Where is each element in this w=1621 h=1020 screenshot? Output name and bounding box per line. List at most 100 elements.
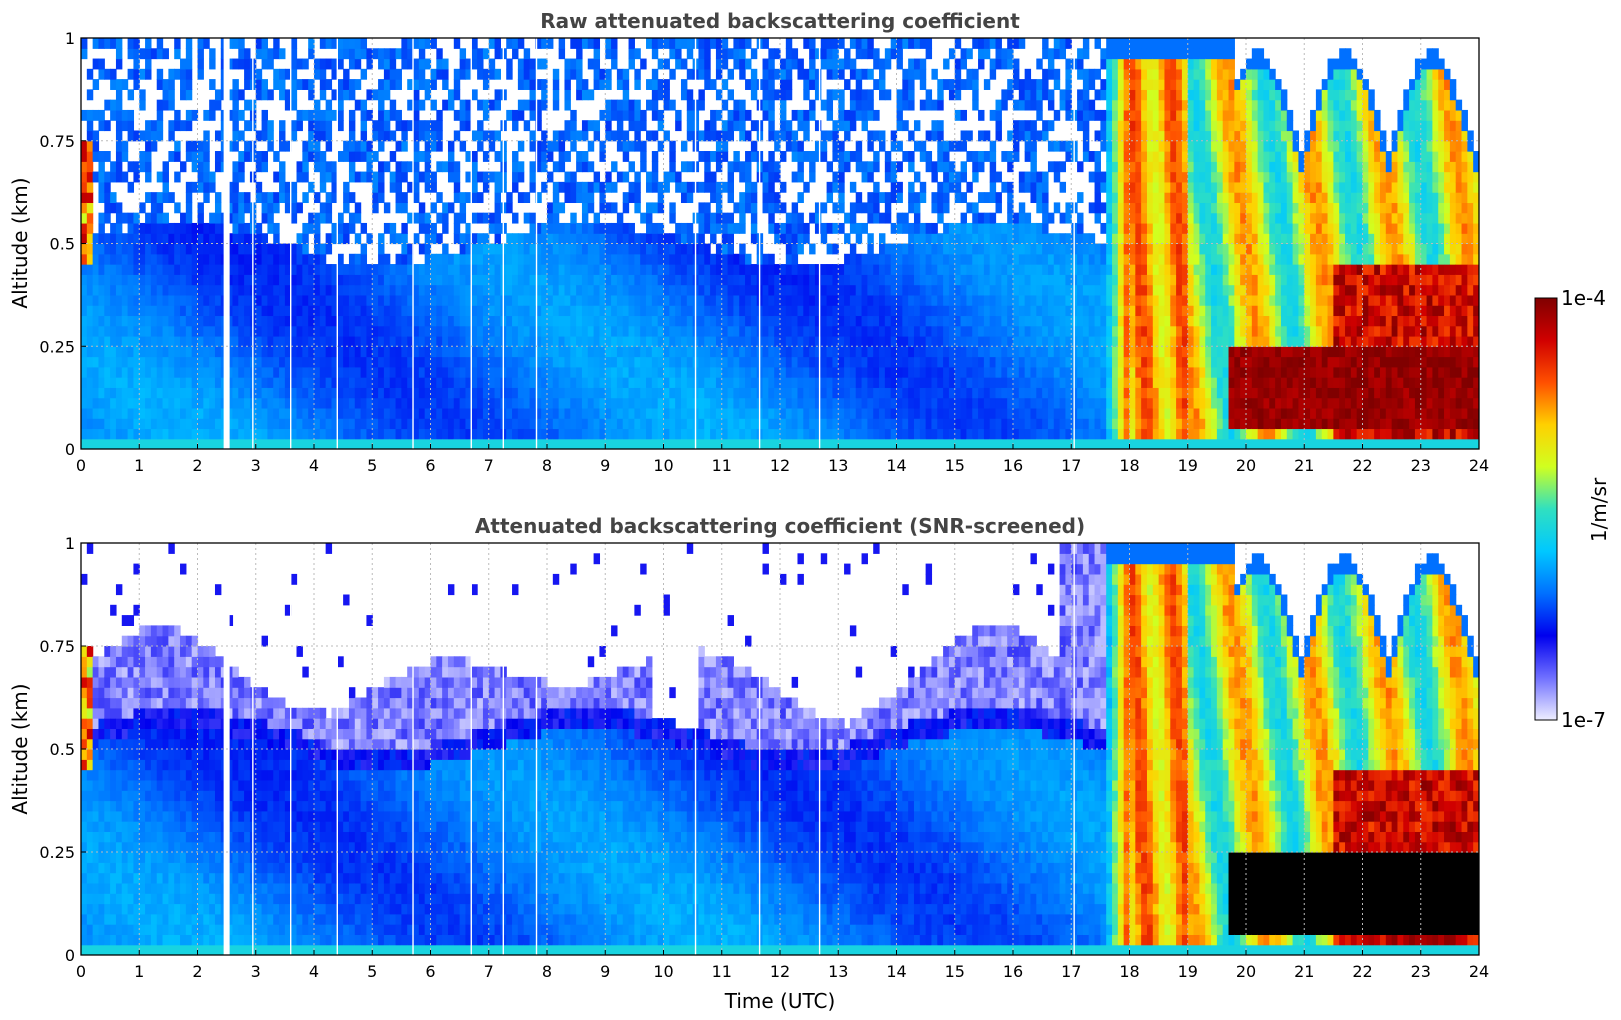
heatmap-cell: [413, 377, 420, 388]
heatmap-cell: [902, 397, 909, 409]
heatmap-cell: [366, 89, 373, 101]
heatmap-cell: [605, 68, 612, 80]
heatmap-cell: [739, 68, 746, 80]
heatmap-cell: [395, 305, 402, 317]
heatmap-cell: [98, 264, 105, 275]
heatmap-cell: [436, 428, 443, 440]
heatmap-cell: [453, 212, 461, 224]
heatmap-cell: [576, 192, 583, 204]
heatmap-cell: [541, 366, 548, 378]
heatmap-cell: [908, 325, 915, 337]
heatmap-cell: [814, 212, 822, 224]
heatmap-cell: [785, 387, 793, 399]
heatmap-cell: [978, 38, 985, 49]
heatmap-cell: [1007, 397, 1014, 409]
heatmap-cell: [413, 294, 420, 306]
heatmap-cell: [943, 315, 950, 327]
heatmap-cell: [343, 284, 350, 296]
heatmap-cell: [436, 253, 443, 265]
heatmap-cell: [401, 305, 408, 317]
heatmap-cell: [255, 243, 263, 255]
heatmap-cell: [809, 418, 816, 430]
heatmap-cell: [197, 222, 204, 234]
heatmap-cell: [884, 89, 892, 101]
heatmap-cell: [552, 130, 560, 142]
heatmap-cell: [797, 387, 804, 399]
heatmap-cell: [657, 418, 665, 430]
heatmap-cell: [174, 253, 181, 265]
heatmap-cell: [372, 315, 379, 327]
heatmap-cell: [913, 212, 921, 224]
heatmap-cell: [226, 212, 234, 224]
heatmap-cell: [104, 38, 111, 49]
heatmap-cell: [611, 99, 618, 111]
heatmap-cell: [954, 58, 962, 70]
heatmap-cell: [861, 222, 868, 234]
heatmap-cell: [127, 397, 135, 409]
heatmap-cell: [954, 192, 962, 204]
heatmap-cell: [465, 151, 472, 162]
heatmap-cell: [995, 366, 1002, 378]
heatmap-cell: [884, 294, 892, 306]
heatmap-cell: [139, 325, 146, 337]
heatmap-cell: [966, 181, 973, 193]
heatmap-cell: [698, 264, 705, 275]
heatmap-cell: [127, 68, 135, 80]
heatmap-cell: [669, 315, 676, 327]
heatmap-cell: [261, 335, 268, 347]
heatmap-cell: [465, 233, 472, 245]
heatmap-cell: [447, 89, 455, 101]
heatmap-cell: [593, 377, 601, 388]
heatmap-cell: [820, 58, 828, 70]
heatmap-cell: [81, 243, 88, 255]
heatmap-cell: [785, 253, 793, 265]
heatmap-cell: [611, 109, 618, 121]
heatmap-cell: [1007, 428, 1014, 440]
heatmap-cell: [587, 222, 595, 234]
heatmap-cell: [436, 407, 443, 419]
heatmap-cell: [634, 407, 641, 419]
heatmap-cell: [704, 222, 711, 234]
heatmap-cell: [587, 335, 595, 347]
heatmap-cell: [430, 284, 437, 296]
heatmap-cell: [494, 264, 501, 275]
heatmap-cell: [634, 428, 641, 440]
heatmap-cell: [797, 68, 804, 80]
heatmap-cell: [908, 346, 915, 358]
heatmap-cell: [162, 222, 169, 234]
heatmap-cell: [680, 335, 688, 347]
heatmap-cell: [1007, 264, 1014, 275]
heatmap-cell: [401, 377, 408, 388]
heatmap-cell: [348, 438, 356, 449]
heatmap-cell: [558, 151, 566, 162]
heatmap-cell: [354, 274, 362, 286]
heatmap-cell: [232, 264, 239, 275]
heatmap-cell: [401, 418, 408, 430]
heatmap-cell: [185, 325, 193, 337]
heatmap-cell: [302, 79, 309, 90]
heatmap-cell: [581, 38, 589, 49]
heatmap-cell: [797, 366, 804, 378]
heatmap-cell: [960, 48, 967, 60]
heatmap-cell: [791, 377, 799, 388]
heatmap-cell: [471, 438, 478, 449]
heatmap-cell: [581, 202, 589, 214]
heatmap-cell: [651, 181, 659, 193]
heatmap-cell: [663, 366, 670, 378]
heatmap-cell: [232, 387, 239, 399]
heatmap-cell: [739, 222, 746, 234]
heatmap-cell: [943, 192, 950, 204]
heatmap-cell: [395, 202, 402, 214]
heatmap-cell: [739, 161, 746, 173]
heatmap-cell: [727, 109, 734, 121]
heatmap-cell: [226, 253, 234, 265]
heatmap-cell: [803, 397, 810, 409]
heatmap-cell: [86, 161, 94, 173]
heatmap-cell: [168, 438, 175, 449]
heatmap-cell: [383, 120, 391, 132]
heatmap-cell: [937, 315, 944, 327]
heatmap-cell: [791, 284, 799, 296]
heatmap-cell: [750, 181, 758, 193]
heatmap-cell: [995, 418, 1002, 430]
heatmap-cell: [855, 109, 863, 121]
